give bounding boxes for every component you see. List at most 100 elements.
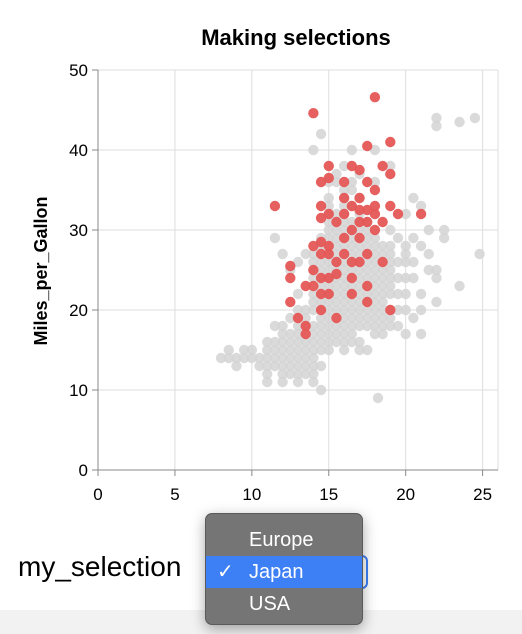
point-unselected	[262, 352, 273, 364]
point-unselected	[285, 368, 296, 380]
point-unselected	[277, 328, 288, 340]
point-unselected	[377, 296, 388, 308]
point-unselected	[338, 328, 350, 340]
point-unselected	[338, 296, 350, 308]
point-unselected	[292, 368, 304, 380]
point-unselected	[285, 360, 296, 372]
point-unselected	[323, 304, 334, 316]
point-unselected	[231, 352, 242, 364]
point-unselected	[385, 264, 396, 276]
point-unselected	[469, 112, 481, 124]
point-unselected	[346, 248, 358, 260]
point-unselected	[431, 296, 442, 308]
point-unselected	[369, 232, 381, 244]
point-unselected	[331, 328, 342, 340]
dropdown-option-japan[interactable]: ✓ Japan	[206, 556, 362, 588]
point-selected	[338, 232, 350, 244]
point-unselected	[323, 200, 334, 212]
point-unselected	[346, 312, 358, 324]
point-unselected	[415, 328, 427, 340]
point-selected	[385, 168, 396, 180]
point-unselected	[354, 224, 365, 236]
point-unselected	[369, 328, 381, 340]
point-unselected	[331, 320, 342, 332]
point-unselected	[254, 360, 265, 372]
point-unselected	[372, 392, 384, 404]
point-unselected	[308, 352, 319, 364]
point-unselected	[474, 248, 485, 260]
point-unselected	[362, 256, 373, 268]
dropdown-option-europe[interactable]: Europe	[206, 524, 362, 556]
point-unselected	[431, 264, 442, 276]
point-unselected	[323, 280, 334, 292]
point-selected	[362, 216, 373, 228]
point-unselected	[315, 336, 327, 348]
point-selected	[354, 232, 365, 244]
point-unselected	[315, 264, 327, 276]
point-unselected	[292, 360, 304, 372]
point-unselected	[285, 344, 296, 356]
point-selected	[338, 192, 350, 204]
point-unselected	[323, 336, 334, 348]
point-selected	[331, 256, 342, 268]
point-unselected	[415, 200, 427, 212]
point-selected	[315, 304, 327, 316]
point-unselected	[377, 280, 388, 292]
point-selected	[308, 240, 319, 252]
point-unselected	[362, 224, 373, 236]
point-unselected	[338, 320, 350, 332]
point-unselected	[400, 272, 411, 284]
point-unselected	[431, 112, 442, 124]
point-selected	[308, 280, 319, 292]
point-selected	[315, 200, 327, 212]
point-unselected	[346, 240, 358, 252]
point-selected	[415, 208, 427, 220]
point-unselected	[315, 360, 327, 372]
point-unselected	[408, 232, 419, 244]
point-unselected	[415, 304, 427, 316]
point-selected	[369, 208, 381, 220]
point-selected	[292, 312, 304, 324]
point-unselected	[385, 256, 396, 268]
point-selected	[285, 272, 296, 284]
point-unselected	[338, 160, 350, 172]
point-unselected	[385, 288, 396, 300]
point-unselected	[277, 352, 288, 364]
point-selected	[323, 208, 334, 220]
point-unselected	[323, 320, 334, 332]
selection-dropdown-menu[interactable]: Europe ✓ Japan USA	[205, 513, 363, 625]
point-unselected	[354, 272, 365, 284]
dropdown-option-usa[interactable]: USA	[206, 588, 362, 620]
point-unselected	[308, 360, 319, 372]
point-unselected	[392, 288, 404, 300]
point-unselected	[338, 224, 350, 236]
point-unselected	[354, 248, 365, 260]
point-unselected	[385, 272, 396, 284]
point-selected	[331, 312, 342, 324]
point-selected	[323, 172, 334, 184]
point-unselected	[323, 312, 334, 324]
point-unselected	[346, 264, 358, 276]
point-unselected	[346, 184, 358, 196]
point-unselected	[308, 272, 319, 284]
point-unselected	[269, 232, 281, 244]
point-selected	[385, 136, 396, 148]
point-unselected	[346, 328, 358, 340]
point-unselected	[338, 288, 350, 300]
point-unselected	[292, 256, 304, 268]
chart-axes: 0 10 20 30 40 50 0 5 10 15 20 25	[69, 61, 498, 504]
point-selected	[354, 164, 365, 176]
chart-points	[215, 92, 485, 404]
point-unselected	[308, 296, 319, 308]
point-selected	[323, 160, 334, 172]
x-tick-label: 10	[242, 485, 261, 504]
point-selected	[362, 140, 373, 152]
point-unselected	[331, 208, 342, 220]
point-unselected	[385, 240, 396, 252]
point-unselected	[285, 312, 296, 324]
point-unselected	[431, 120, 442, 132]
point-unselected	[331, 248, 342, 260]
point-selected	[362, 296, 373, 308]
point-unselected	[369, 256, 381, 268]
point-unselected	[385, 312, 396, 324]
